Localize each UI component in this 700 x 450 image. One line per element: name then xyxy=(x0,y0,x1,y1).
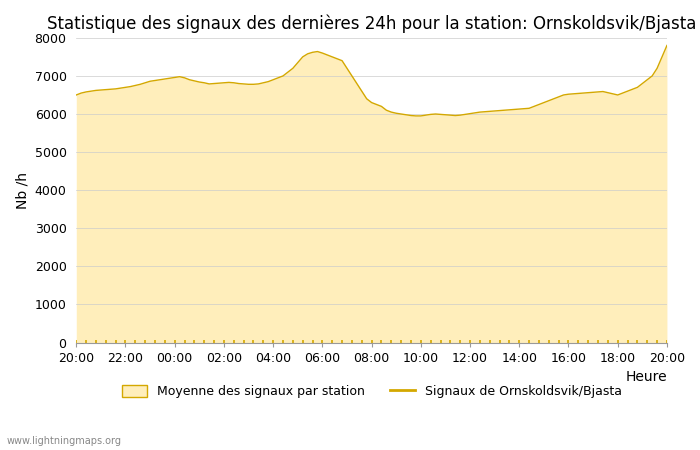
Legend: Moyenne des signaux par station, Signaux de Ornskoldsvik/Bjasta: Moyenne des signaux par station, Signaux… xyxy=(117,380,626,403)
Y-axis label: Nb /h: Nb /h xyxy=(15,172,29,209)
Text: www.lightningmaps.org: www.lightningmaps.org xyxy=(7,436,122,446)
X-axis label: Heure: Heure xyxy=(625,370,667,384)
Title: Statistique des signaux des dernières 24h pour la station: Ornskoldsvik/Bjasta: Statistique des signaux des dernières 24… xyxy=(47,15,696,33)
